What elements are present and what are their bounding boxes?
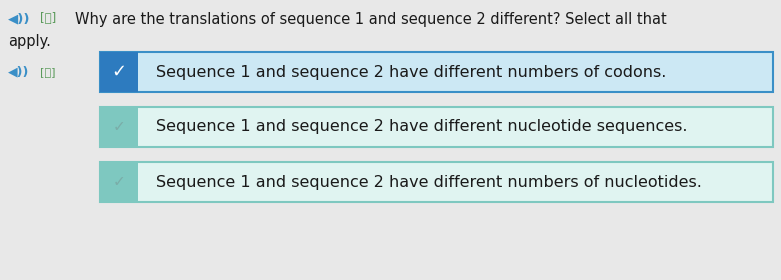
Text: [文]: [文] — [40, 12, 56, 25]
Bar — [100, 107, 773, 147]
Text: Sequence 1 and sequence 2 have different numbers of codons.: Sequence 1 and sequence 2 have different… — [156, 64, 666, 80]
Text: [文]: [文] — [40, 67, 55, 77]
Text: Why are the translations of sequence 1 and sequence 2 different? Select all that: Why are the translations of sequence 1 a… — [75, 12, 667, 27]
Text: ✓: ✓ — [112, 174, 126, 190]
Text: ◀)): ◀)) — [8, 66, 30, 78]
Bar — [100, 52, 773, 92]
Bar — [100, 162, 138, 202]
Text: apply.: apply. — [8, 34, 51, 49]
Text: ✓: ✓ — [112, 63, 127, 81]
Bar — [100, 162, 773, 202]
Text: ✓: ✓ — [112, 120, 126, 134]
Bar — [100, 107, 138, 147]
Bar — [100, 52, 138, 92]
Text: ◀)): ◀)) — [8, 12, 30, 25]
Text: Sequence 1 and sequence 2 have different numbers of nucleotides.: Sequence 1 and sequence 2 have different… — [156, 174, 702, 190]
Text: Sequence 1 and sequence 2 have different nucleotide sequences.: Sequence 1 and sequence 2 have different… — [156, 120, 687, 134]
